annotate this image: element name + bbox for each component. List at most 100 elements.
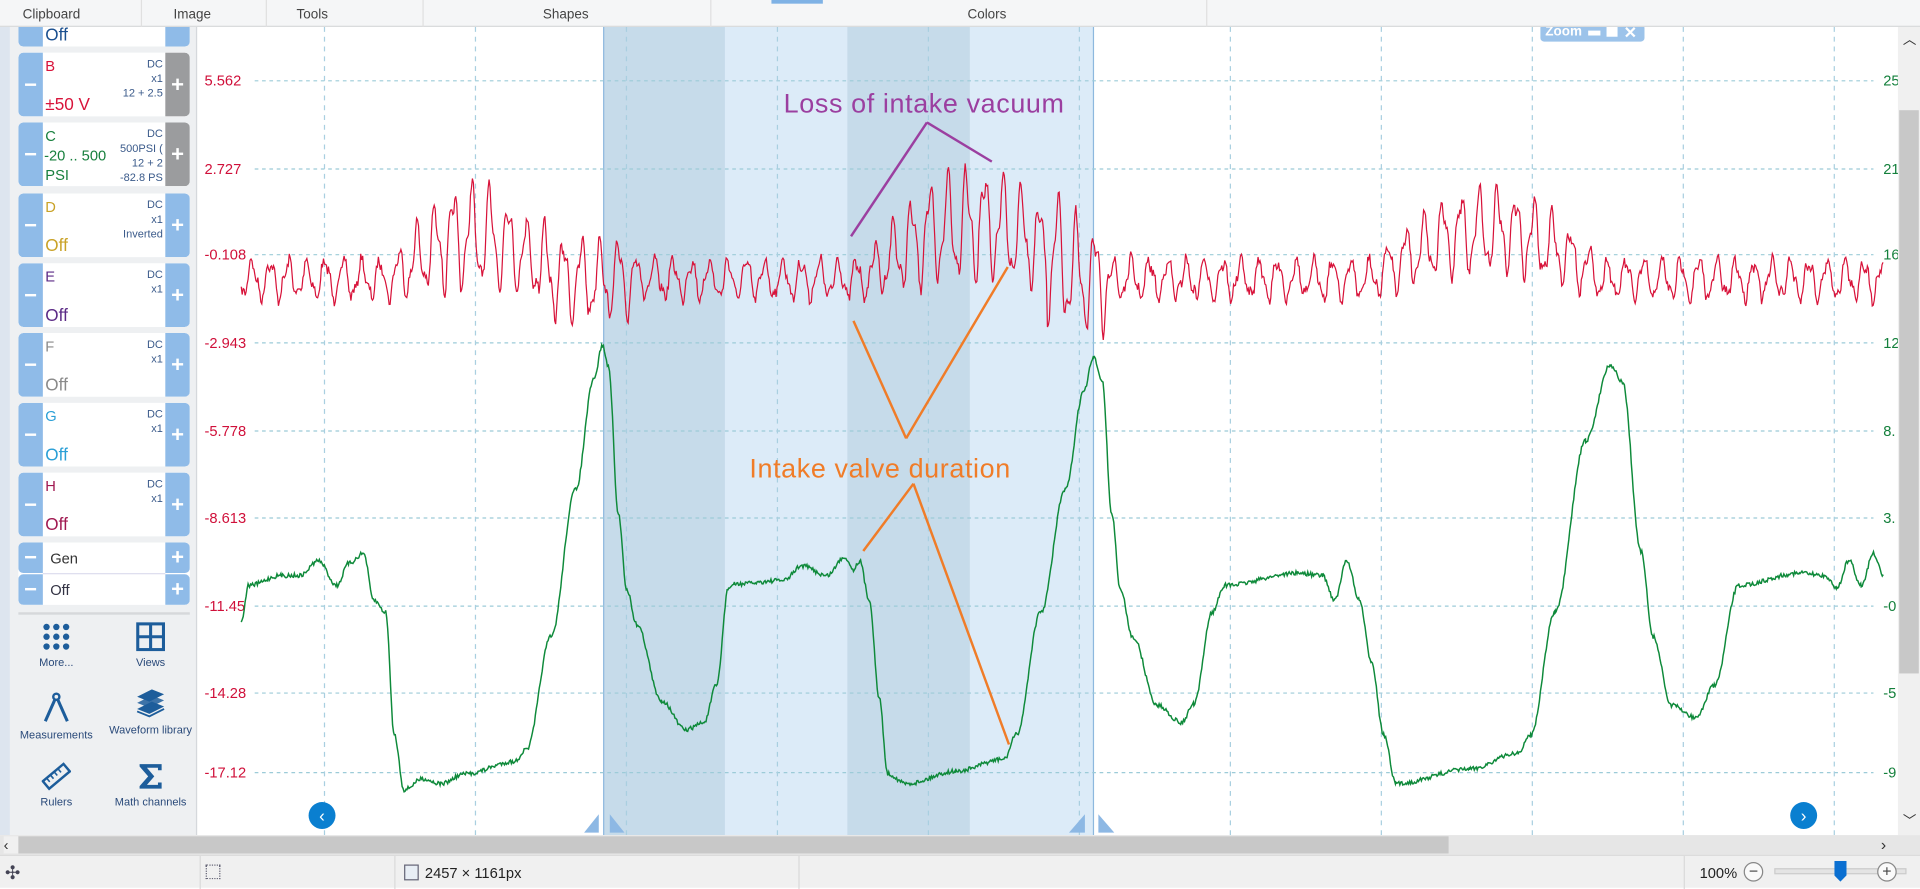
maximize-icon[interactable] bbox=[1606, 26, 1618, 37]
channel-setting: Inverted bbox=[123, 227, 163, 241]
channel-minus-button[interactable]: − bbox=[18, 472, 43, 537]
channel-setting: DC bbox=[146, 57, 163, 70]
channel-plus-button[interactable]: + bbox=[165, 472, 190, 537]
separator bbox=[265, 0, 267, 27]
channel-card-a[interactable]: − + Off bbox=[18, 26, 190, 47]
channel-letter: D bbox=[45, 198, 56, 216]
channel-setting: DC bbox=[146, 407, 163, 421]
right-axis-label: 12 bbox=[1883, 336, 1898, 352]
channel-card-c[interactable]: − + C -20 .. 500 PSI DC 500PSI (12 + 2 -82.8 PS bbox=[18, 122, 190, 187]
horizontal-scrollbar[interactable]: ‹ › bbox=[0, 835, 1920, 855]
group-colors[interactable]: Colors bbox=[967, 7, 1007, 23]
zoom-out-button[interactable]: − bbox=[1743, 862, 1764, 882]
channel-setting: -82.8 PS bbox=[119, 171, 163, 184]
channel-minus-button[interactable]: − bbox=[18, 193, 43, 258]
left-axis-label: -11.45 bbox=[204, 599, 245, 615]
channel-settings: DC x1 Inverted bbox=[123, 197, 163, 241]
chevron-down-icon[interactable]: ﹀ bbox=[1902, 814, 1917, 829]
scope-view[interactable]: 5.562 2.727 -0.108 -2.943 -5.778 -8.613 -11.45… bbox=[200, 26, 1898, 836]
channel-card-b[interactable]: − + B ±50 V DC x1 12 + 2.5 bbox=[18, 52, 190, 117]
image-size-text: 2457 × 1161px bbox=[424, 864, 522, 882]
channel-plus-button[interactable]: + bbox=[165, 402, 190, 467]
scroll-left-button[interactable]: ‹ bbox=[308, 802, 336, 829]
channel-card-h[interactable]: − + H Off DC x1 bbox=[18, 472, 190, 537]
channel-settings: DC x1 bbox=[147, 407, 163, 436]
channel-minus-button[interactable]: − bbox=[18, 52, 43, 117]
channel-range: Off bbox=[45, 26, 68, 45]
math-channels-label: Math channels bbox=[114, 795, 187, 809]
channel-minus-button[interactable]: − bbox=[18, 333, 43, 397]
channel-plus-button[interactable]: + bbox=[165, 26, 190, 47]
right-axis-label: 16 bbox=[1883, 248, 1898, 264]
channel-minus-button[interactable]: − bbox=[18, 26, 43, 47]
zoom-overview-widget[interactable]: Zoom ✕ bbox=[1540, 26, 1645, 42]
generator-off-minus-button[interactable]: − bbox=[18, 574, 43, 605]
right-axis-label: -0 bbox=[1883, 599, 1896, 615]
zoom-percent: 100% bbox=[1699, 864, 1738, 882]
math-channels-button[interactable]: Math channels bbox=[102, 762, 200, 809]
generator-label: Gen bbox=[50, 549, 78, 567]
zoom-in-button[interactable]: + bbox=[1877, 862, 1897, 882]
channel-card-e[interactable]: − + E Off DC x1 bbox=[18, 263, 190, 327]
generator-plus-button[interactable]: + bbox=[165, 542, 190, 574]
channel-card-d[interactable]: − + D Off DC x1 Inverted bbox=[18, 193, 190, 258]
more-button[interactable]: More... bbox=[7, 622, 105, 669]
channel-setting: x1 bbox=[151, 492, 163, 505]
ruler-icon bbox=[41, 762, 72, 791]
scroll-right-arrow[interactable]: › bbox=[1880, 835, 1887, 854]
horizontal-scroll-thumb[interactable] bbox=[18, 836, 1449, 854]
rulers-button[interactable]: Rulers bbox=[7, 762, 105, 808]
channel-setting: DC bbox=[146, 127, 163, 140]
channel-minus-button[interactable]: − bbox=[18, 263, 43, 327]
channel-card-g[interactable]: − + G Off DC x1 bbox=[18, 402, 190, 467]
generator-minus-button[interactable]: − bbox=[18, 542, 43, 574]
minimize-icon[interactable] bbox=[1588, 30, 1601, 36]
channel-card-f[interactable]: − + F Off DC x1 bbox=[18, 333, 190, 397]
channel-plus-button[interactable]: + bbox=[165, 333, 190, 397]
channel-range: -20 .. 500 bbox=[44, 146, 107, 165]
separator bbox=[199, 855, 201, 889]
selection-size-icon bbox=[205, 864, 221, 880]
chevron-up-icon[interactable]: ︿ bbox=[1902, 33, 1917, 48]
channel-letter: E bbox=[45, 268, 56, 286]
vertical-scroll-thumb[interactable] bbox=[1899, 110, 1919, 674]
waveform-plot[interactable]: 5.562 2.727 -0.108 -2.943 -5.778 -8.613 -11.45… bbox=[200, 26, 1898, 836]
left-axis-label: 5.562 bbox=[204, 74, 241, 90]
waveform-library-button[interactable]: Waveform library bbox=[102, 689, 200, 737]
channel-plus-button[interactable]: + bbox=[165, 263, 190, 327]
group-image[interactable]: Image bbox=[173, 7, 211, 23]
zoom-slider-thumb[interactable] bbox=[1834, 860, 1847, 882]
waveform-library-label: Waveform library bbox=[109, 723, 193, 736]
channel-settings: DC x1 12 + 2.5 bbox=[123, 56, 163, 100]
vertical-scrollbar[interactable]: ︿ ﹀ bbox=[1897, 26, 1920, 836]
channel-letter: C bbox=[45, 127, 56, 145]
channel-range: Off bbox=[45, 514, 68, 534]
divider bbox=[42, 573, 166, 575]
channel-minus-button[interactable]: − bbox=[18, 402, 43, 467]
left-axis-label: -14.28 bbox=[204, 686, 246, 702]
measurements-button[interactable]: Measurements bbox=[7, 692, 105, 741]
group-tools[interactable]: Tools bbox=[296, 7, 328, 23]
scroll-left-arrow[interactable]: ‹ bbox=[3, 836, 19, 854]
views-button[interactable]: Views bbox=[102, 622, 200, 669]
close-icon[interactable]: ✕ bbox=[1623, 26, 1638, 42]
books-icon bbox=[136, 689, 165, 718]
channel-setting: DC bbox=[146, 268, 163, 281]
group-shapes[interactable]: Shapes bbox=[542, 7, 589, 23]
generator-off-plus-button[interactable]: + bbox=[165, 574, 190, 605]
channel-plus-button[interactable]: + bbox=[165, 52, 190, 117]
group-clipboard[interactable]: Clipboard bbox=[22, 7, 81, 23]
views-label: Views bbox=[135, 656, 166, 669]
generator-card: − + − + Gen Off bbox=[18, 542, 190, 605]
channel-settings: DC x1 bbox=[147, 267, 163, 296]
annotation-pointer-valve bbox=[862, 482, 915, 552]
scroll-right-button[interactable]: › bbox=[1790, 802, 1818, 829]
left-axis-label: -8.613 bbox=[204, 511, 246, 527]
ruler-handle bbox=[584, 814, 599, 833]
channel-plus-button[interactable]: + bbox=[165, 122, 190, 187]
channel-plus-button[interactable]: + bbox=[165, 193, 190, 258]
generator-value: Off bbox=[50, 581, 70, 599]
channel-range: Off bbox=[45, 444, 68, 465]
separator bbox=[1683, 855, 1685, 889]
channel-minus-button[interactable]: − bbox=[18, 122, 43, 187]
